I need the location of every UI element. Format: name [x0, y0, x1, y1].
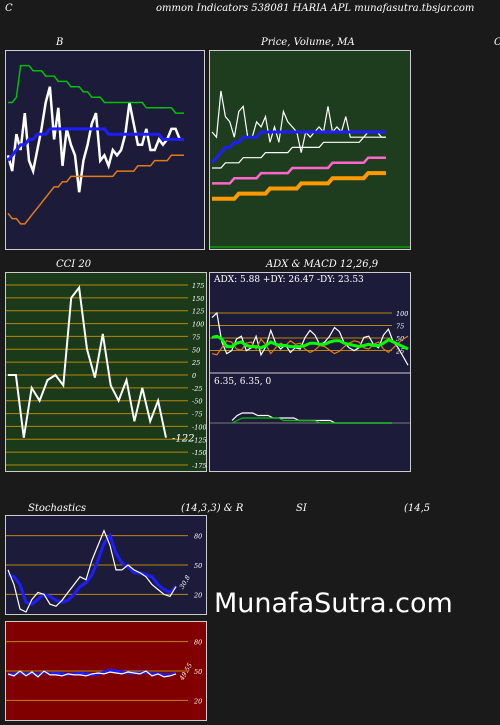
bb-series-line	[6, 127, 184, 162]
price-background	[210, 51, 410, 249]
adx-line	[211, 334, 409, 351]
cci-line	[8, 285, 167, 438]
rsi-title: SI	[296, 503, 307, 514]
price-chart	[210, 51, 410, 249]
bb-background	[6, 51, 204, 249]
rsi-tick-label: 50	[194, 668, 202, 676]
cci-chart: 175 150 125 100 75 50 25 0 -25 -50 -75 -100 -125 -150…	[6, 273, 206, 471]
adx-title: ADX & MACD 12,26,9	[266, 259, 379, 270]
page-title: ommon Indicators 538081 HARIA APL munafa…	[156, 3, 475, 14]
cci-tick-label: -100	[192, 423, 206, 431]
cci-tick-label: 175	[192, 282, 204, 290]
bb-series-line	[8, 64, 184, 114]
rsi-tick-label: 20	[193, 697, 202, 705]
cci-title: CCI 20	[56, 259, 92, 270]
macd-readout: 6.35, 6.35, 0	[214, 377, 272, 387]
cci-tick-label: -150	[192, 449, 206, 457]
cci-tick-label: -125	[192, 436, 206, 444]
rsi-panel: 80 50 20 49.55	[5, 621, 207, 721]
bb-title: B	[56, 37, 64, 48]
stoch-title: Stochastics	[28, 503, 86, 514]
price-series-line	[210, 130, 386, 164]
rsi-params: (14,5	[404, 503, 431, 514]
rsi-signal-line	[7, 670, 177, 678]
adx-readout: ADX: 5.88 +DY: 26.47 -DY: 23.53	[214, 275, 364, 285]
bb-series-line	[6, 86, 184, 193]
adx-tick-label: 75	[396, 323, 404, 331]
adx-tick-label: 100	[396, 310, 408, 318]
watermark: MunafaSutra.com	[214, 588, 453, 619]
stoch-d-line	[7, 529, 177, 613]
cci-tick-label: 100	[192, 321, 204, 329]
price-title: Price, Volume, MA	[261, 37, 355, 48]
macd-signal-line	[231, 417, 392, 424]
adx-tick-label: 50	[396, 335, 404, 343]
bb-panel	[5, 50, 205, 250]
cci-tick-label: -50	[192, 398, 202, 406]
cci-tick-label: 150	[192, 295, 204, 303]
cci-tick-label: -175	[192, 462, 206, 470]
cci-background	[6, 273, 206, 471]
cci-panel: 175 150 125 100 75 50 25 0 -25 -50 -75 -100 -125 -150…	[5, 272, 207, 472]
cci-tick-label: 0	[192, 372, 196, 380]
price-series-line	[211, 90, 386, 153]
cci-tick-label: 25	[191, 359, 200, 367]
stoch-tick-label: 50	[194, 562, 202, 570]
bb-chart	[6, 51, 204, 249]
rsi-tick-label: 80	[194, 639, 202, 647]
stoch-params: (14,3,3) & R	[181, 503, 244, 514]
corner-right-label: C	[494, 37, 500, 48]
cci-tick-label: -75	[192, 411, 202, 419]
price-series-line	[212, 136, 386, 169]
adx-panel: 100 75 50 25	[209, 272, 411, 472]
price-series-line	[212, 156, 386, 185]
stoch-panel: 80 50 20 30.8	[5, 515, 207, 615]
cci-last-value: -122	[172, 434, 194, 445]
price-series-line	[212, 171, 386, 201]
corner-left-label: C	[5, 3, 13, 14]
bb-series-line	[7, 154, 184, 225]
cci-tick-label: 50	[192, 346, 200, 354]
adx-background	[210, 273, 410, 471]
cci-tick-label: -25	[192, 385, 202, 393]
cci-tick-label: 125	[192, 308, 204, 316]
stoch-tick-label: 20	[193, 591, 202, 599]
stoch-tick-label: 80	[194, 533, 202, 541]
cci-tick-label: 75	[192, 333, 200, 341]
stoch-k-line	[7, 532, 178, 606]
price-panel	[209, 50, 411, 250]
